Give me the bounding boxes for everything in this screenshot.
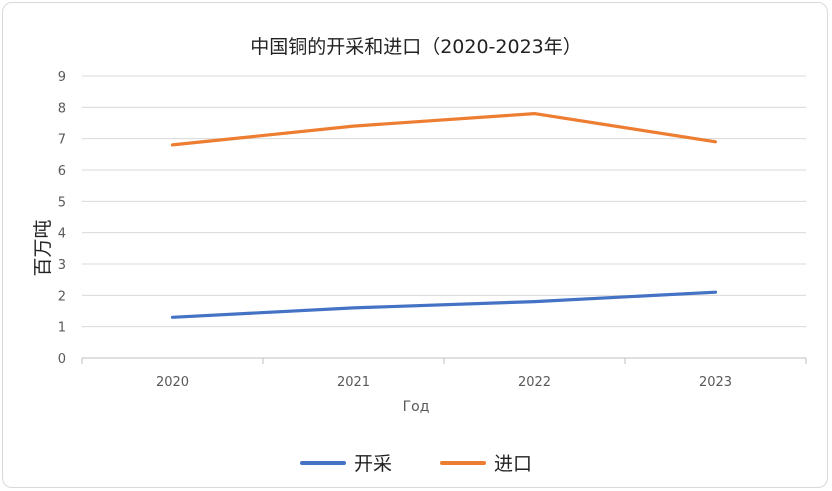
series-line-0 bbox=[170, 290, 718, 319]
x-tick-label-3: 2023 bbox=[699, 375, 732, 390]
y-tick-label-3: 3 bbox=[58, 258, 66, 273]
legend-label-0: 开采 bbox=[353, 453, 392, 475]
x-tick-label-2: 2022 bbox=[518, 375, 551, 390]
y-tick-label-8: 8 bbox=[58, 101, 66, 116]
y-tick-label-7: 7 bbox=[58, 133, 66, 148]
legend-swatch-0 bbox=[299, 460, 346, 465]
legend-swatch-1 bbox=[440, 460, 486, 465]
y-tick-label-6: 6 bbox=[58, 164, 66, 179]
y-tick-label-1: 1 bbox=[58, 321, 66, 336]
legend: 开采 进口 bbox=[0, 449, 832, 476]
y-tick-label-5: 5 bbox=[58, 195, 66, 210]
x-tick-label-0: 2020 bbox=[156, 375, 189, 390]
y-tick-label-2: 2 bbox=[58, 289, 66, 304]
y-tick-label-4: 4 bbox=[58, 227, 66, 242]
legend-item-1: 进口 bbox=[440, 449, 532, 476]
chart-title: 中国铜的开采和进口（2020-2023年） bbox=[250, 36, 582, 58]
legend-label-1: 进口 bbox=[494, 453, 533, 475]
legend-item-0: 开采 bbox=[299, 449, 392, 476]
x-tick-label-1: 2021 bbox=[337, 375, 370, 390]
y-tick-label-0: 0 bbox=[58, 352, 66, 367]
series-line-1 bbox=[170, 111, 718, 147]
x-axis-label: Год bbox=[402, 399, 430, 415]
y-tick-label-9: 9 bbox=[58, 70, 66, 85]
